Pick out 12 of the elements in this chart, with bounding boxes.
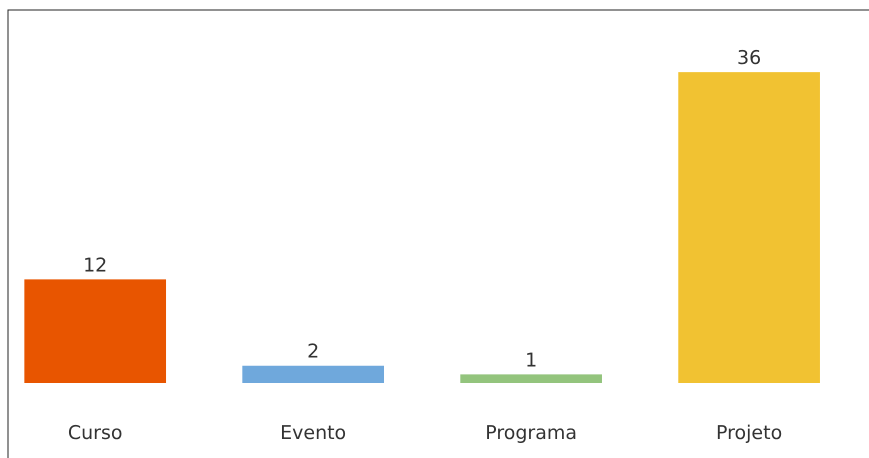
x-tick-label: Curso bbox=[68, 422, 123, 444]
data-label: 36 bbox=[737, 47, 762, 70]
bar bbox=[24, 279, 166, 383]
bar bbox=[460, 374, 602, 383]
bar bbox=[242, 366, 384, 383]
data-label: 12 bbox=[83, 254, 108, 276]
x-tick-label: Evento bbox=[280, 422, 346, 444]
bar bbox=[678, 72, 820, 383]
x-tick-label: Programa bbox=[485, 422, 578, 444]
data-label: 1 bbox=[525, 349, 538, 372]
x-tick-label: Projeto bbox=[716, 422, 782, 444]
data-label: 2 bbox=[307, 340, 320, 363]
